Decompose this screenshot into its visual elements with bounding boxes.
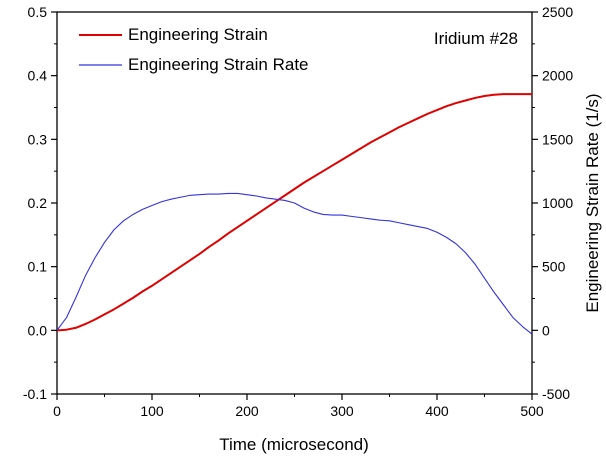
y-right-tick-label: 2500: [542, 4, 573, 20]
y-right-tick-label: 500: [542, 259, 566, 275]
x-axis-label: Time (microsecond): [219, 435, 369, 454]
y-right-tick-label: 2000: [542, 68, 573, 84]
series-line-engineering-strain-rate: [56, 192, 533, 335]
legend: Engineering Strain Engineering Strain Ra…: [79, 25, 309, 74]
x-ticks: 0 100 200 300 400 500: [53, 394, 544, 419]
legend-label-engineering-strain: Engineering Strain: [128, 25, 268, 44]
y-left-tick-label: -0.1: [23, 386, 47, 402]
x-tick-label: 500: [520, 403, 544, 419]
y-left-tick-label: 0.0: [28, 322, 48, 338]
y-left-tick-label: 0.2: [28, 195, 48, 211]
x-tick-label: 100: [140, 403, 164, 419]
x-tick-label: 400: [425, 403, 449, 419]
y-left-tick-label: 0.3: [28, 131, 48, 147]
y-left-tick-label: 0.5: [28, 4, 48, 20]
y-left-ticks: -0.1 0.0 0.1 0.2 0.3 0.4 0.5: [23, 4, 57, 402]
y-right-ticks: -500 0 500 1000 1500 2000 2500: [532, 4, 573, 402]
y-left-tick-label: 0.4: [28, 68, 48, 84]
y-left-tick-label: 0.1: [28, 259, 48, 275]
x-tick-label: 300: [330, 403, 354, 419]
legend-label-engineering-strain-rate: Engineering Strain Rate: [128, 55, 309, 74]
x-tick-label: 200: [235, 403, 259, 419]
x-tick-label: 0: [53, 403, 61, 419]
y-right-tick-label: 0: [542, 322, 550, 338]
y-right-tick-label: -500: [542, 386, 570, 402]
y-right-axis-label: Engineering Strain Rate (1/s): [583, 93, 602, 312]
series-layer: [56, 93, 533, 335]
y-right-tick-label: 1000: [542, 195, 573, 211]
y-right-tick-label: 1500: [542, 131, 573, 147]
series-line-engineering-strain: [56, 93, 532, 332]
chart-annotation: Iridium #28: [434, 29, 518, 48]
